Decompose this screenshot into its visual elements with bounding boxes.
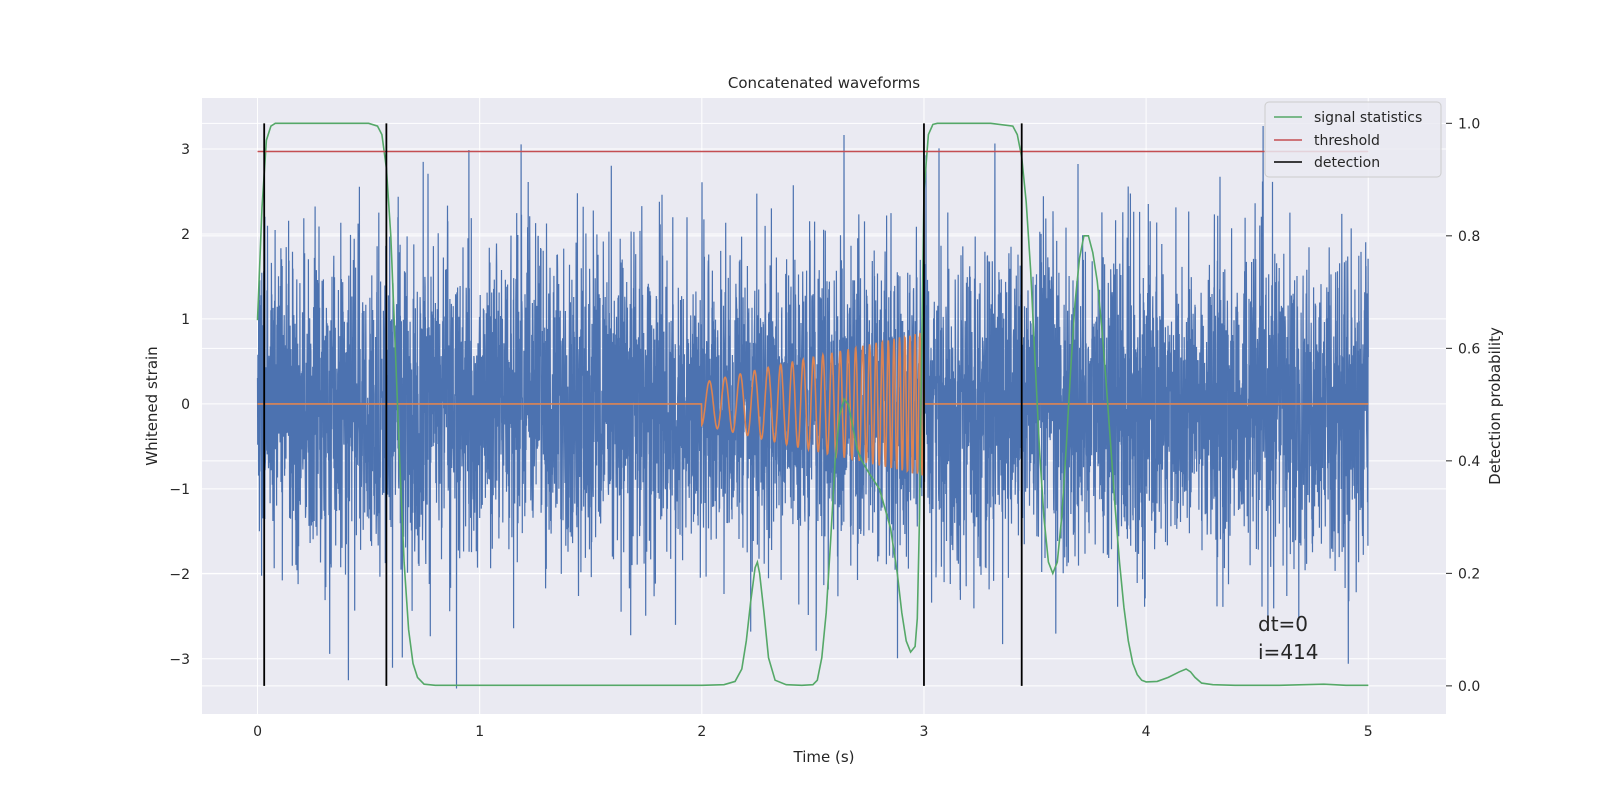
series-signal-statistics: [256, 122, 1369, 687]
y-right-tick-label: 0.8: [1458, 229, 1480, 245]
y-right-tick-label: 0.6: [1458, 341, 1480, 357]
x-tick-label: 4: [1142, 724, 1151, 740]
legend-label-detection: detection: [1314, 155, 1380, 171]
legend-box: [1264, 101, 1442, 178]
y-right-tick-label: 0.4: [1458, 454, 1480, 470]
y-right-axis-title: Detection probability: [1486, 327, 1504, 485]
y-left-tick-label: −2: [169, 567, 190, 583]
y-left-tick-label: −3: [169, 652, 190, 668]
x-tick-label: 2: [697, 724, 706, 740]
annotation-dt: dt=0: [1258, 612, 1308, 636]
ticks-layer: 0 1 2 3 4 5 −3 −2 −1 0 1 2 3 0.0 0.2 0.4 0.6 0.8 1.0: [169, 116, 1480, 740]
legend-label-threshold: threshold: [1314, 133, 1380, 149]
x-tick-label: 0: [253, 724, 262, 740]
legend-label-signal-statistics: signal statistics: [1314, 110, 1422, 126]
annotation-index: i=414: [1258, 640, 1319, 664]
y-left-tick-label: 3: [181, 142, 190, 158]
legend: signal statistics threshold detection: [1264, 101, 1442, 178]
y-left-tick-label: 1: [181, 312, 190, 328]
x-tick-label: 3: [920, 724, 929, 740]
y-left-tick-label: 2: [181, 227, 190, 243]
y-left-tick-label: 0: [181, 397, 190, 413]
y-right-tick-label: 0.0: [1458, 679, 1480, 695]
series-chirp-waveform: [257, 332, 1369, 476]
series-layer: [256, 122, 1369, 689]
y-right-tick-label: 0.2: [1458, 566, 1480, 582]
y-left-axis-title: Whitened strain: [143, 346, 161, 465]
x-tick-label: 1: [475, 724, 484, 740]
chart-title: Concatenated waveforms: [728, 74, 920, 92]
x-axis-title: Time (s): [793, 748, 855, 766]
y-left-tick-label: −1: [169, 482, 190, 498]
x-tick-label: 5: [1364, 724, 1373, 740]
y-right-tick-label: 1.0: [1458, 116, 1480, 132]
series-whitened-strain-noise: [256, 125, 1369, 689]
